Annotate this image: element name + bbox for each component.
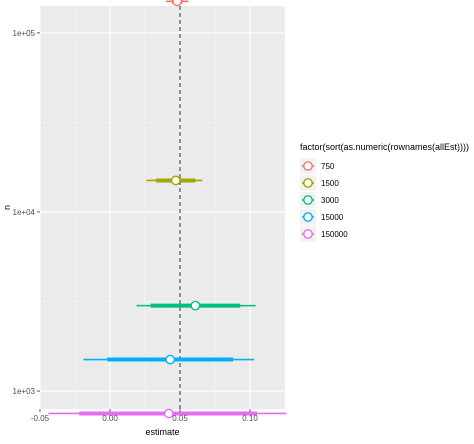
series-15000 <box>83 354 255 365</box>
legend-key-point <box>303 195 313 205</box>
plot-panel <box>40 6 285 409</box>
major-gridlines <box>39 6 285 409</box>
legend-item-15000: 15000 <box>300 209 344 225</box>
x-tick-label: -0.05 <box>31 414 50 423</box>
point-estimate <box>163 408 174 419</box>
legend-key-point <box>303 178 313 188</box>
point-estimate <box>172 0 183 7</box>
legend-item-750: 750 <box>300 158 335 174</box>
x-axis-title: estimate <box>145 427 179 437</box>
minor-gridlines <box>40 6 286 409</box>
legend-key-point <box>303 161 313 171</box>
legend-label: 15000 <box>321 213 344 222</box>
series-150000 <box>48 408 287 419</box>
y-axis-ticks: 1e+03 1e+04 1e+05 <box>13 29 40 396</box>
legend-item-150000: 150000 <box>300 226 348 242</box>
y-tick-label: 1e+04 <box>13 208 36 217</box>
y-axis-title: n <box>2 205 12 210</box>
legend-label: 150000 <box>321 230 348 239</box>
legend-label: 1500 <box>321 179 339 188</box>
x-axis-ticks: -0.05 0.00 0.05 0.10 <box>31 409 258 423</box>
y-tick-label: 1e+03 <box>13 387 36 396</box>
legend: factor(sort(as.numeric(rownames(allEst))… <box>300 142 469 242</box>
legend-key-point <box>303 212 313 222</box>
series-3000 <box>136 300 256 311</box>
legend-item-3000: 3000 <box>300 192 339 208</box>
legend-item-1500: 1500 <box>300 175 339 191</box>
x-tick-label: 0.00 <box>102 414 118 423</box>
x-tick-label: 0.05 <box>172 414 188 423</box>
y-tick-label: 1e+05 <box>13 29 36 38</box>
legend-title: factor(sort(as.numeric(rownames(allEst))… <box>300 142 469 152</box>
series-layer <box>48 0 287 419</box>
legend-key-point <box>303 229 313 239</box>
x-tick-label: 0.10 <box>242 414 258 423</box>
series-1500 <box>146 175 203 186</box>
point-estimate <box>165 354 176 365</box>
point-estimate <box>190 300 201 311</box>
point-estimate <box>170 175 181 186</box>
legend-label: 3000 <box>321 196 339 205</box>
series-750 <box>166 0 189 7</box>
legend-label: 750 <box>321 162 335 171</box>
